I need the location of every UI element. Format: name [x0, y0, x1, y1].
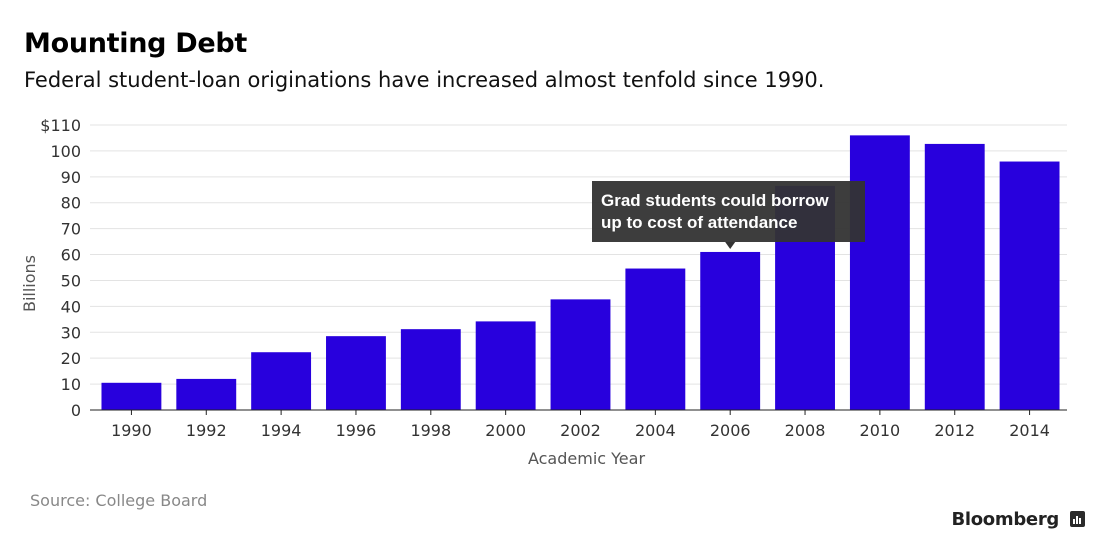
bar-2006: [700, 251, 761, 410]
x-tick-label: 1996: [336, 421, 377, 440]
x-axis-title: Academic Year: [528, 449, 645, 468]
bar-2000: [475, 321, 536, 410]
bar-2010: [849, 135, 910, 410]
x-tick-label: 1994: [261, 421, 302, 440]
x-tick-label: 1998: [410, 421, 451, 440]
y-tick-label: 20: [61, 349, 81, 368]
annotation-callout: Grad students could borrow up to cost of…: [592, 181, 865, 249]
annotation-box: [592, 181, 865, 242]
chart-subtitle: Federal student-loan originations have i…: [24, 68, 825, 92]
y-tick-label: $110: [40, 116, 81, 135]
chart-title: Mounting Debt: [24, 28, 248, 59]
y-tick-label: 0: [71, 401, 81, 420]
x-axis-ticks: 1990 1992 1994 1996 1998 2000 2002 2004 2006 2008…: [111, 410, 1050, 440]
x-tick-label: 2002: [560, 421, 601, 440]
brand-logo-text: Bloomberg: [951, 509, 1059, 530]
y-tick-label: 60: [61, 246, 81, 265]
annotation-line-1: Grad students could borrow: [601, 191, 829, 210]
bar-1990: [101, 382, 162, 410]
y-tick-label: 50: [61, 271, 81, 290]
y-tick-label: 80: [61, 194, 81, 213]
x-tick-label: 2004: [635, 421, 676, 440]
x-tick-label: 2010: [860, 421, 901, 440]
y-tick-label: 70: [61, 220, 81, 239]
bar-2012: [924, 143, 985, 410]
bar-1996: [326, 336, 386, 410]
bar-2004: [625, 268, 686, 410]
y-axis-title: Billions: [20, 255, 39, 312]
x-tick-label: 2008: [785, 421, 826, 440]
x-tick-label: 2012: [934, 421, 975, 440]
x-tick-label: 1992: [186, 421, 227, 440]
bar-2002: [550, 299, 611, 410]
bar-1994: [251, 352, 312, 410]
x-tick-label: 2014: [1009, 421, 1050, 440]
y-tick-label: 100: [50, 142, 81, 161]
bars: [101, 135, 1060, 410]
x-tick-label: 1990: [111, 421, 152, 440]
x-tick-label: 2000: [485, 421, 526, 440]
y-tick-label: 30: [61, 323, 81, 342]
bar-1998: [400, 329, 461, 410]
y-tick-label: 10: [61, 375, 81, 394]
y-tick-label: 40: [61, 297, 81, 316]
annotation-pointer: [725, 242, 736, 249]
y-tick-label: 90: [61, 168, 81, 187]
source-note: Source: College Board: [30, 491, 208, 510]
bar-2014: [999, 161, 1060, 410]
x-tick-label: 2006: [710, 421, 751, 440]
bloomberg-chart-icon: [1070, 511, 1085, 527]
bar-1992: [176, 378, 237, 410]
y-axis-ticks: 0 10 20 30 40 50 60 70 80 90 100 $110: [40, 116, 81, 420]
annotation-line-2: up to cost of attendance: [601, 213, 797, 232]
